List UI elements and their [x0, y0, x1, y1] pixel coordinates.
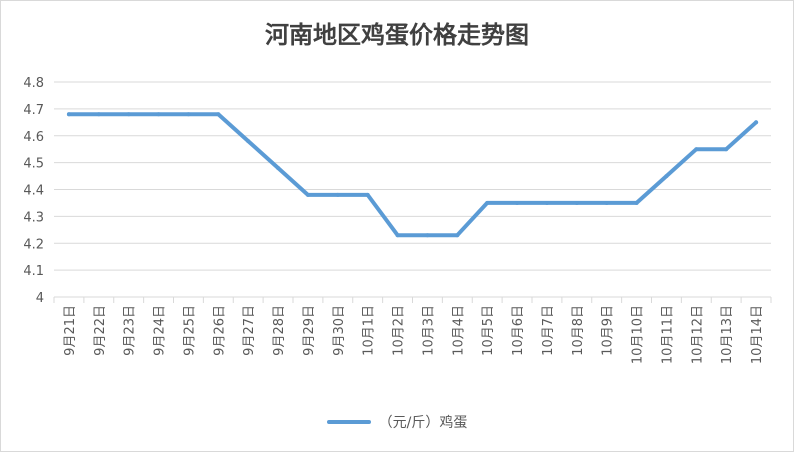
data-point [455, 233, 460, 238]
x-axis [53, 297, 772, 303]
data-point [246, 139, 251, 144]
data-point [754, 120, 759, 125]
x-tick-label: 9月30日 [332, 305, 347, 356]
x-tick-label: 10月9日 [601, 305, 616, 356]
x-tick-label: 9月26日 [212, 305, 227, 356]
y-tick-label: 4.3 [23, 210, 44, 225]
x-tick-label: 9月23日 [123, 305, 138, 356]
y-tick-label: 4.5 [23, 157, 44, 172]
x-tick-label: 9月27日 [242, 305, 257, 356]
data-point [485, 200, 490, 205]
data-point [395, 233, 400, 238]
x-tick-label: 10月11日 [660, 305, 675, 364]
x-tick-label: 10月5日 [481, 305, 496, 356]
data-point [664, 174, 669, 179]
y-tick-label: 4.4 [23, 184, 44, 199]
data-point [66, 112, 71, 117]
x-tick-label: 10月3日 [421, 305, 436, 356]
data-point [574, 200, 579, 205]
legend-label: （元/斤）鸡蛋 [378, 415, 468, 431]
data-point [604, 200, 609, 205]
x-tick-label: 9月29日 [302, 305, 317, 356]
data-point [425, 233, 430, 238]
data-point [724, 147, 729, 152]
x-tick-label: 9月21日 [63, 305, 78, 356]
series-line [66, 112, 759, 238]
x-tick-label: 10月1日 [362, 305, 377, 356]
legend-line-swatch [326, 420, 371, 424]
x-tick-label: 10月6日 [511, 305, 526, 356]
x-tick-label: 10月8日 [571, 305, 586, 356]
data-point [634, 200, 639, 205]
y-tick-label: 4.6 [23, 130, 44, 145]
x-tick-label: 9月22日 [93, 305, 108, 356]
x-tick-label: 9月25日 [182, 305, 197, 356]
y-tick-label: 4.7 [23, 103, 44, 118]
y-axis-ticks: 4 4.1 4.2 4.3 4.4 4.5 4.6 4.7 4.8 [23, 76, 44, 306]
x-axis-ticks: 9月21日 9月22日 9月23日 9月24日 9月25日 9月26日 9月27日 9月28日… [63, 305, 765, 364]
legend: （元/斤）鸡蛋 [1, 412, 793, 432]
data-point [216, 112, 221, 117]
data-point [96, 112, 101, 117]
series-layer [66, 112, 759, 238]
data-point [544, 200, 549, 205]
data-point [126, 112, 131, 117]
x-tick-label: 10月12日 [690, 305, 705, 364]
data-point [694, 147, 699, 152]
data-point [186, 112, 191, 117]
x-tick-label: 10月2日 [392, 305, 407, 356]
x-tick-label: 10月7日 [541, 305, 556, 356]
y-tick-label: 4.1 [23, 264, 44, 279]
data-point [305, 192, 310, 197]
x-tick-label: 9月28日 [272, 305, 287, 356]
x-tick-label: 10月13日 [720, 305, 735, 364]
data-point [365, 192, 370, 197]
x-tick-label: 9月24日 [153, 305, 168, 356]
data-point [276, 166, 281, 170]
x-tick-label: 10月4日 [451, 305, 466, 356]
y-tick-label: 4 [36, 291, 44, 306]
x-tick-label: 10月10日 [631, 305, 646, 364]
data-point [156, 112, 161, 117]
y-tick-label: 4.8 [23, 76, 44, 91]
y-tick-label: 4.2 [23, 237, 44, 252]
data-point [515, 200, 520, 205]
chart-title: 河南地区鸡蛋价格走势图 [265, 20, 529, 49]
x-tick-label: 10月14日 [750, 305, 765, 364]
data-point [335, 192, 340, 197]
